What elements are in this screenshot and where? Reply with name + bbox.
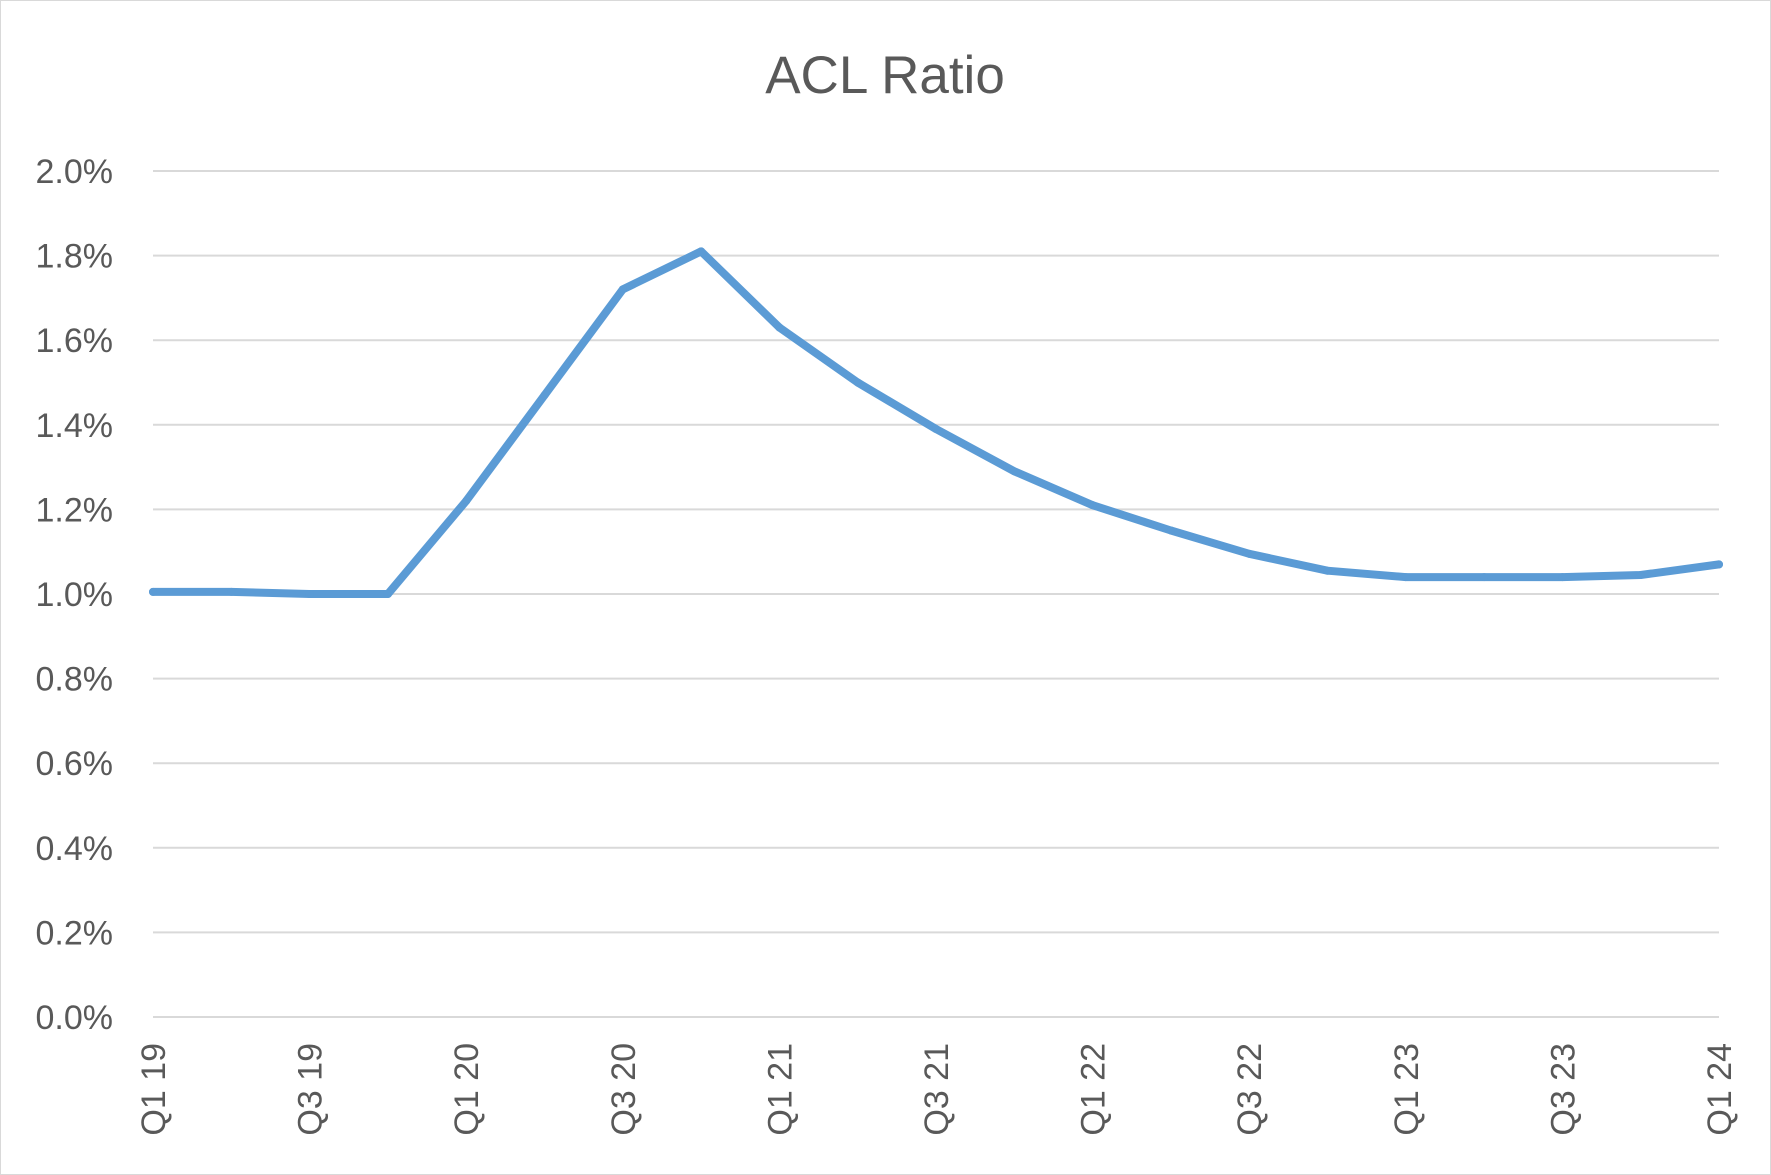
y-tick-label: 1.8% (36, 238, 114, 276)
x-tick-label: Q1 22 (1075, 1043, 1113, 1136)
x-tick-label: Q3 22 (1231, 1043, 1269, 1136)
x-tick-label: Q1 23 (1388, 1043, 1426, 1136)
data-point (1715, 560, 1723, 569)
data-point (540, 391, 549, 400)
x-tick-label: Q3 19 (292, 1043, 330, 1136)
data-point (1558, 573, 1567, 582)
data-point (227, 587, 236, 596)
chart-title: ACL Ratio (765, 46, 1005, 105)
x-tick-label: Q3 20 (605, 1043, 643, 1136)
x-axis-tick-labels: Q1 19 Q3 19 Q1 20 Q3 20 Q1 21 Q3 21 Q1 22 Q3 22… (135, 1043, 1739, 1136)
y-tick-label: 0.4% (36, 830, 114, 868)
x-tick-label: Q1 20 (448, 1043, 486, 1136)
series-layer (149, 247, 1723, 598)
data-point (1088, 501, 1097, 510)
x-tick-label: Q1 24 (1701, 1043, 1739, 1136)
y-tick-label: 1.4% (36, 407, 114, 445)
data-point (462, 496, 471, 505)
y-tick-label: 0.8% (36, 661, 114, 699)
data-point (932, 425, 940, 434)
y-tick-label: 1.0% (36, 576, 114, 614)
data-point (1636, 570, 1645, 579)
y-tick-label: 2.0% (36, 153, 114, 191)
y-axis-tick-labels: 0.0% 0.2% 0.4% 0.6% 0.8% 1.0% 1.2% 1.4% 1.6% 1.8%… (36, 153, 114, 1037)
y-tick-label: 0.6% (36, 745, 114, 783)
data-point (1166, 526, 1175, 535)
y-tick-label: 0.2% (36, 914, 114, 952)
x-tick-label: Q3 21 (918, 1043, 956, 1136)
x-tick-label: Q1 19 (135, 1043, 173, 1136)
data-point (853, 378, 862, 387)
y-tick-label: 0.0% (36, 999, 114, 1037)
data-point (775, 323, 784, 332)
data-point (149, 587, 157, 596)
data-point (1480, 573, 1489, 582)
x-tick-label: Q3 23 (1544, 1043, 1582, 1136)
y-tick-label: 1.6% (36, 322, 114, 360)
y-tick-label: 1.2% (36, 491, 114, 529)
data-point (1010, 467, 1019, 476)
data-point (305, 590, 314, 598)
data-point (697, 247, 706, 256)
series-line-acl-ratio (149, 247, 1723, 598)
gridlines (153, 170, 1719, 1018)
x-tick-label: Q1 21 (761, 1043, 799, 1136)
data-point (618, 285, 627, 294)
data-point (383, 590, 392, 598)
data-point (1401, 573, 1410, 582)
data-point (1323, 566, 1332, 575)
data-point (1245, 549, 1254, 558)
